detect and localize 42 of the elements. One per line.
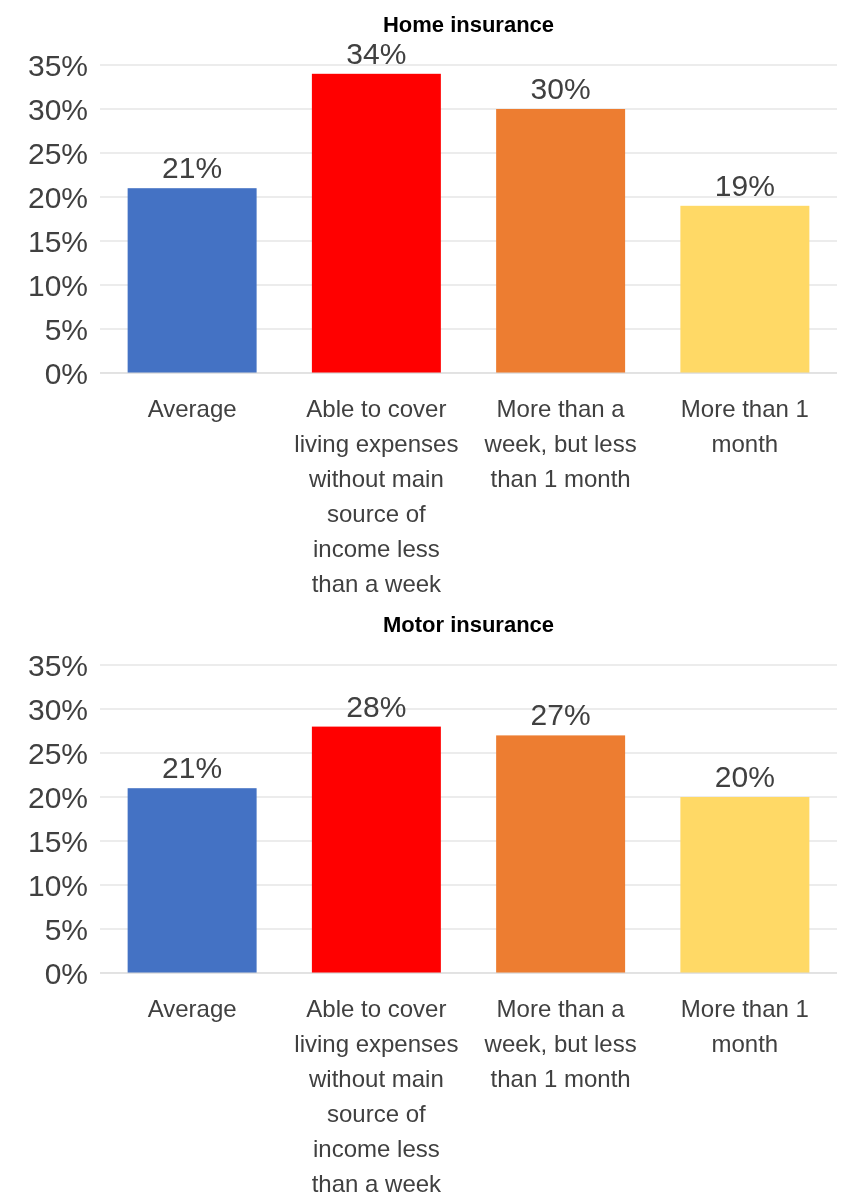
- data-label: 27%: [530, 698, 591, 732]
- bar: [496, 735, 626, 973]
- y-tick-label: 25%: [27, 136, 88, 170]
- x-tick-label: Average: [147, 995, 237, 1022]
- data-label: 34%: [346, 36, 407, 70]
- y-tick-label: 30%: [27, 92, 88, 126]
- y-tick-label: 20%: [27, 780, 88, 814]
- y-tick-label: 20%: [27, 180, 88, 214]
- y-tick-label: 10%: [27, 268, 88, 302]
- bar: [311, 73, 441, 373]
- bar: [680, 797, 810, 973]
- bar: [127, 788, 257, 973]
- x-tick-label: Average: [147, 395, 237, 422]
- y-tick-label: 35%: [27, 648, 88, 682]
- y-tick-label: 10%: [27, 868, 88, 902]
- y-tick-label: 5%: [44, 912, 88, 946]
- data-label: 30%: [530, 72, 591, 105]
- bar: [496, 109, 626, 373]
- x-tick-label: Able to cover living expenses without main source of income less than a week: [294, 395, 459, 597]
- y-tick-label: 15%: [27, 224, 88, 258]
- y-tick-label: 15%: [27, 824, 88, 858]
- data-label: 20%: [714, 760, 775, 793]
- bar: [311, 726, 441, 973]
- y-tick-label: 0%: [44, 356, 88, 390]
- x-tick-label: More than 1 month: [680, 395, 809, 457]
- data-label: 21%: [162, 751, 223, 785]
- data-label: 28%: [346, 689, 407, 723]
- x-tick-label: More than 1 month: [680, 995, 809, 1057]
- y-tick-label: 5%: [44, 312, 88, 346]
- data-label: 19%: [714, 168, 775, 202]
- x-tick-label: More than a week, but less than 1 month: [483, 995, 637, 1092]
- data-label: 21%: [162, 151, 223, 185]
- x-tick-label: More than a week, but less than 1 month: [483, 395, 637, 492]
- y-tick-label: 0%: [44, 956, 88, 990]
- bar: [680, 205, 810, 373]
- chart-title: Home insurance: [382, 12, 555, 37]
- bar: [127, 188, 257, 373]
- y-tick-label: 35%: [27, 48, 88, 82]
- x-tick-label: Able to cover living expenses without main source of income less than a week: [294, 995, 459, 1197]
- y-tick-label: 30%: [27, 692, 88, 726]
- chart-title: Motor insurance: [382, 612, 555, 637]
- y-tick-label: 25%: [27, 736, 88, 770]
